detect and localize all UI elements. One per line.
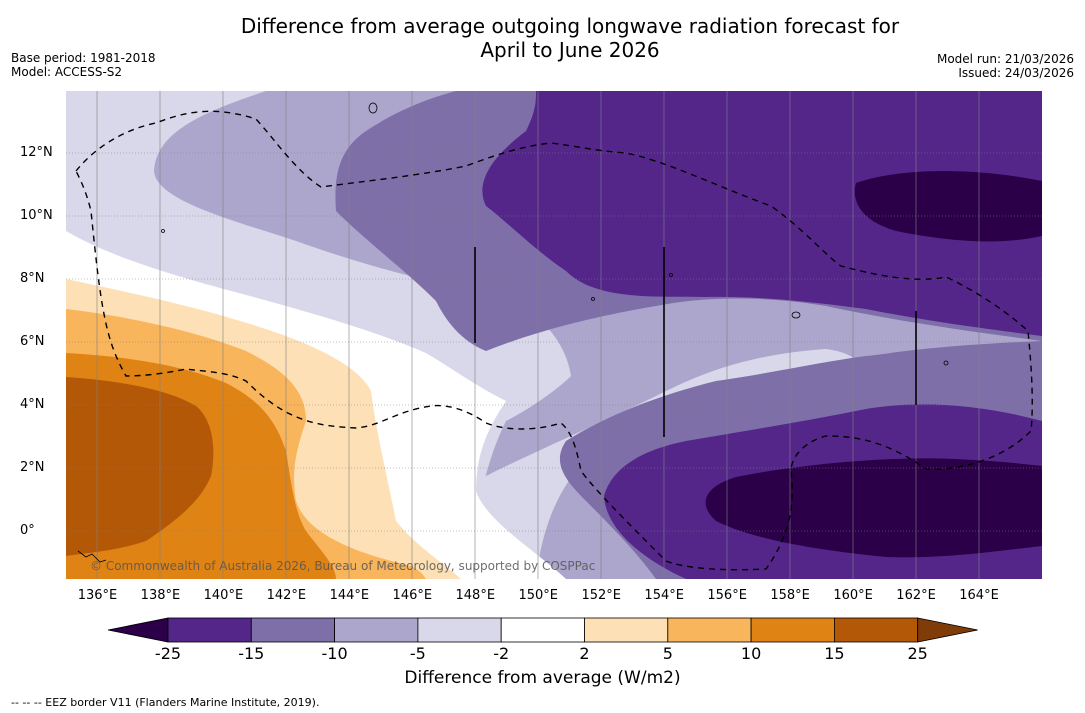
colorbar-title: Difference from average (W/m2) (404, 668, 681, 688)
eez-borders (75, 110, 1033, 571)
colorbar-tick-label: 15 (824, 644, 845, 663)
x-tick-label: 152°E (581, 588, 621, 603)
title-line-1: Difference from average outgoing longwav… (240, 14, 900, 38)
colorbar-segment (667, 617, 752, 643)
title-line-2: April to June 2026 (480, 38, 660, 62)
colorbar-tick-label: 25 (907, 644, 928, 663)
colorbar-min-arrow (107, 617, 169, 643)
x-tick-label: 142°E (266, 588, 307, 603)
colorbar-segment (750, 617, 835, 643)
colorbar-segment (834, 617, 919, 643)
colorbar-segment (334, 617, 419, 643)
colorbar-segment (167, 617, 252, 643)
y-tick-label: 8°N (20, 270, 45, 286)
colorbar-tick-label: -25 (154, 644, 182, 663)
y-tick-label: 12°N (20, 144, 53, 160)
eez-lines (474, 247, 917, 437)
meta-left: Base period: 1981-2018 Model: ACCESS-S2 (11, 51, 156, 79)
colorbar-tick-label: -2 (493, 644, 510, 663)
islands (77, 102, 949, 563)
y-tick-label: 4°N (20, 396, 45, 412)
colorbar-max-arrow (917, 617, 978, 643)
colorbar (107, 617, 978, 643)
x-tick-label: 154°E (644, 588, 684, 603)
x-tick-label: 160°E (833, 588, 873, 603)
colorbar-tick-label: -15 (238, 644, 265, 663)
y-tick-label: 0° (20, 522, 35, 538)
colorbar-segment (500, 617, 585, 643)
x-tick-label: 158°E (770, 588, 810, 603)
y-tick-label: 2°N (20, 459, 45, 475)
base-period: Base period: 1981-2018 (11, 51, 156, 65)
y-tick-label: 6°N (20, 333, 45, 349)
meta-right: Model run: 21/03/2026 Issued: 24/03/2026 (937, 52, 1074, 80)
latitude-lines (66, 152, 1042, 532)
x-tick-label: 144°E (329, 588, 370, 603)
model-name: Model: ACCESS-S2 (11, 65, 123, 79)
issued-date: Issued: 24/03/2026 (958, 66, 1074, 80)
band-plus15 (66, 377, 214, 556)
colorbar-tick-label: -10 (321, 644, 348, 663)
x-tick-label: 150°E (518, 588, 559, 603)
x-tick-label: 138°E (140, 588, 181, 603)
footnote: -- -- -- EEZ border V11 (Flanders Marine… (11, 696, 320, 709)
colorbar-segment (417, 617, 502, 643)
band-minus25-north (854, 171, 1042, 242)
chart-title: Difference from average outgoing longwav… (0, 14, 1085, 62)
x-tick-label: 156°E (707, 588, 747, 603)
x-tick-label: 136°E (77, 588, 118, 603)
map-plot (66, 91, 1042, 579)
copyright-text: © Commonwealth of Australia 2026, Bureau… (90, 559, 596, 573)
graticule (96, 91, 980, 579)
colorbar-segment (584, 617, 669, 643)
x-tick-label: 146°E (392, 588, 433, 603)
colorbar-tick-label: 2 (579, 644, 590, 663)
model-run: Model run: 21/03/2026 (936, 52, 1074, 66)
colorbar-tick-label: -5 (409, 644, 426, 663)
colorbar-tick-label: 10 (740, 644, 762, 663)
colorbar-tick-label: 5 (662, 644, 673, 663)
x-tick-label: 162°E (896, 588, 936, 603)
y-tick-label: 10°N (20, 207, 53, 223)
band-minus25-south (705, 458, 1042, 558)
x-tick-label: 164°E (959, 588, 999, 603)
colorbar-segment (250, 617, 336, 643)
x-tick-label: 140°E (203, 588, 244, 603)
x-tick-label: 148°E (455, 588, 496, 603)
